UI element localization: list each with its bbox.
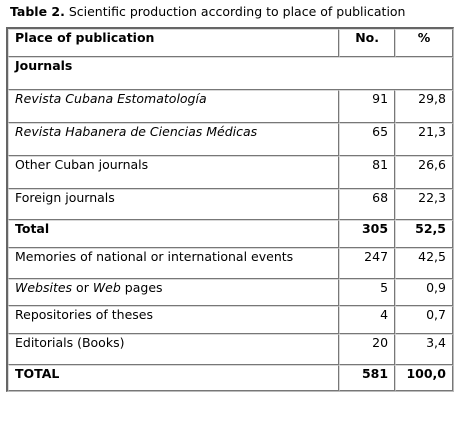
cell-pct: 26,6 — [395, 156, 453, 189]
cell-place: Repositories of theses — [8, 306, 340, 334]
table-header-row: Place of publication No. % — [8, 29, 453, 57]
place-italic: Websites — [15, 280, 73, 295]
cell-place: Other Cuban journals — [8, 156, 340, 189]
place-text: or — [72, 280, 93, 295]
table-row: Revista Habanera de Ciencias Médicas 65 … — [8, 123, 453, 156]
table-row: Editorials (Books) 20 3,4 — [8, 334, 453, 365]
cell-place: Foreign journals — [8, 189, 340, 220]
cell-pct: 0,9 — [395, 279, 453, 306]
place-text: pages — [120, 280, 163, 295]
section-row: Journals — [8, 57, 453, 90]
publication-table: Place of publication No. % Journals Revi… — [6, 27, 454, 392]
table-caption-label: Table 2. — [10, 4, 65, 19]
cell-place: Editorials (Books) — [8, 334, 340, 365]
place-italic: Revista Cubana Estomatología — [15, 91, 207, 106]
cell-pct: 22,3 — [395, 189, 453, 220]
cell-pct: 3,4 — [395, 334, 453, 365]
cell-no: 68 — [339, 189, 396, 220]
place-italic: Web — [92, 280, 121, 295]
section-journals: Journals — [8, 57, 453, 90]
cell-no: 4 — [339, 306, 396, 334]
cell-place: Revista Cubana Estomatología — [8, 90, 340, 123]
cell-pct: 21,3 — [395, 123, 453, 156]
cell-pct: 29,8 — [395, 90, 453, 123]
cell-place: Revista Habanera de Ciencias Médicas — [8, 123, 340, 156]
cell-place: Total — [8, 220, 340, 248]
table-caption: Table 2. Scientific production according… — [10, 4, 405, 19]
cell-no: 81 — [339, 156, 396, 189]
cell-no: 247 — [339, 248, 396, 279]
cell-no: 305 — [339, 220, 396, 248]
table-row: Foreign journals 68 22,3 — [8, 189, 453, 220]
table-row: Websites or Web pages 5 0,9 — [8, 279, 453, 306]
cell-pct: 100,0 — [395, 365, 453, 391]
cell-no: 20 — [339, 334, 396, 365]
header-no: No. — [339, 29, 396, 57]
table-row: Revista Cubana Estomatología 91 29,8 — [8, 90, 453, 123]
table-caption-text: Scientific production according to place… — [64, 4, 406, 19]
header-place: Place of publication — [8, 29, 340, 57]
cell-no: 5 — [339, 279, 396, 306]
table-row: Repositories of theses 4 0,7 — [8, 306, 453, 334]
header-pct: % — [395, 29, 453, 57]
cell-pct: 52,5 — [395, 220, 453, 248]
grand-total-row: TOTAL 581 100,0 — [8, 365, 453, 391]
place-italic: Revista Habanera de Ciencias Médicas — [15, 124, 258, 139]
cell-no: 91 — [339, 90, 396, 123]
table-row: Other Cuban journals 81 26,6 — [8, 156, 453, 189]
cell-no: 581 — [339, 365, 396, 391]
cell-pct: 0,7 — [395, 306, 453, 334]
cell-no: 65 — [339, 123, 396, 156]
cell-place: Websites or Web pages — [8, 279, 340, 306]
total-row: Total 305 52,5 — [8, 220, 453, 248]
cell-place: Memories of national or international ev… — [8, 248, 340, 279]
cell-pct: 42,5 — [395, 248, 453, 279]
table-row: Memories of national or international ev… — [8, 248, 453, 279]
cell-place: TOTAL — [8, 365, 340, 391]
